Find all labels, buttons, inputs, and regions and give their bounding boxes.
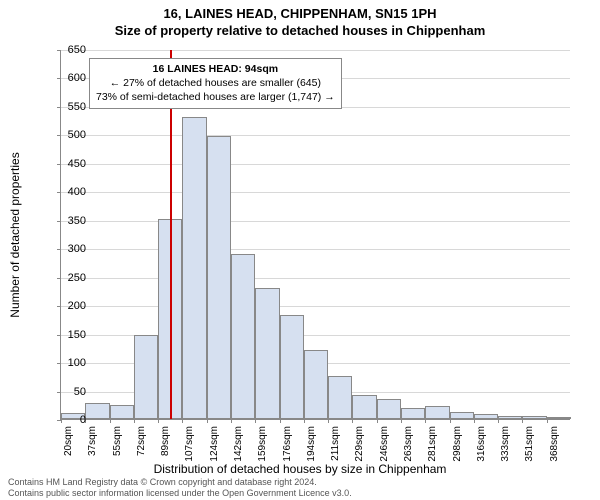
xtick-mark (231, 419, 232, 423)
ytick-label: 200 (56, 300, 86, 312)
xtick-label: 229sqm (354, 426, 365, 462)
xtick-mark (255, 419, 256, 423)
histogram-bar (207, 136, 231, 419)
xtick-label: 351sqm (524, 426, 535, 462)
xtick-label: 194sqm (306, 426, 317, 462)
title-line1: 16, LAINES HEAD, CHIPPENHAM, SN15 1PH (0, 6, 600, 21)
x-axis-label: Distribution of detached houses by size … (0, 462, 600, 476)
xtick-mark (207, 419, 208, 423)
histogram-bar (134, 335, 158, 419)
gridline (61, 221, 570, 222)
ytick-label: 250 (56, 272, 86, 284)
ytick-label: 350 (56, 215, 86, 227)
xtick-label: 176sqm (282, 426, 293, 462)
xtick-label: 142sqm (233, 426, 244, 462)
xtick-label: 55sqm (112, 426, 123, 456)
histogram-bar (547, 417, 571, 419)
histogram-bar (522, 416, 546, 419)
ytick-label: 100 (56, 357, 86, 369)
gridline (61, 164, 570, 165)
histogram-bar (110, 405, 134, 419)
xtick-mark (425, 419, 426, 423)
xtick-mark (280, 419, 281, 423)
title-line2: Size of property relative to detached ho… (0, 23, 600, 38)
ytick-label: 150 (56, 329, 86, 341)
xtick-label: 333sqm (500, 426, 511, 462)
annotation-box: 16 LAINES HEAD: 94sqm← 27% of detached h… (89, 58, 342, 109)
ytick-label: 0 (56, 414, 86, 426)
histogram-bar (280, 315, 304, 419)
xtick-label: 37sqm (87, 426, 98, 456)
xtick-label: 20sqm (63, 426, 74, 456)
xtick-label: 263sqm (403, 426, 414, 462)
xtick-label: 298sqm (452, 426, 463, 462)
xtick-mark (401, 419, 402, 423)
histogram-bar (304, 350, 328, 419)
histogram-bar (328, 376, 352, 419)
annotation-line2: 73% of semi-detached houses are larger (… (96, 90, 335, 104)
histogram-bar (450, 412, 474, 419)
histogram-bar (401, 408, 425, 419)
footer-line2: Contains public sector information licen… (8, 488, 352, 498)
xtick-mark (110, 419, 111, 423)
xtick-mark (498, 419, 499, 423)
ytick-label: 400 (56, 186, 86, 198)
xtick-mark (377, 419, 378, 423)
footer-line1: Contains HM Land Registry data © Crown c… (8, 477, 352, 487)
histogram-bar (85, 403, 109, 419)
chart-title-block: 16, LAINES HEAD, CHIPPENHAM, SN15 1PH Si… (0, 0, 600, 38)
xtick-label: 211sqm (330, 426, 341, 461)
ytick-label: 650 (56, 44, 86, 56)
xtick-label: 281sqm (427, 426, 438, 462)
ytick-label: 300 (56, 243, 86, 255)
xtick-label: 89sqm (160, 426, 171, 456)
histogram-chart: 16 LAINES HEAD: 94sqm← 27% of detached h… (60, 50, 570, 420)
xtick-mark (450, 419, 451, 423)
gridline (61, 50, 570, 51)
xtick-label: 246sqm (379, 426, 390, 462)
gridline (61, 192, 570, 193)
xtick-label: 316sqm (476, 426, 487, 462)
xtick-mark (547, 419, 548, 423)
xtick-label: 72sqm (136, 426, 147, 456)
histogram-bar (352, 395, 376, 419)
xtick-mark (158, 419, 159, 423)
histogram-bar (231, 254, 255, 419)
xtick-label: 368sqm (549, 426, 560, 462)
xtick-mark (134, 419, 135, 423)
annotation-header: 16 LAINES HEAD: 94sqm (96, 62, 335, 76)
attribution-footer: Contains HM Land Registry data © Crown c… (8, 477, 352, 498)
xtick-mark (522, 419, 523, 423)
annotation-line1: ← 27% of detached houses are smaller (64… (96, 76, 335, 90)
xtick-mark (304, 419, 305, 423)
xtick-label: 159sqm (257, 426, 268, 462)
xtick-mark (328, 419, 329, 423)
histogram-bar (498, 416, 522, 419)
histogram-bar (425, 406, 449, 419)
ytick-label: 500 (56, 129, 86, 141)
histogram-bar (474, 414, 498, 419)
histogram-bar (377, 399, 401, 419)
ytick-label: 600 (56, 72, 86, 84)
y-axis-label: Number of detached properties (8, 152, 22, 317)
ytick-label: 450 (56, 158, 86, 170)
xtick-mark (474, 419, 475, 423)
histogram-bar (255, 288, 279, 419)
gridline (61, 249, 570, 250)
xtick-label: 124sqm (209, 426, 220, 462)
xtick-mark (182, 419, 183, 423)
ytick-label: 50 (56, 386, 86, 398)
xtick-label: 107sqm (184, 426, 195, 462)
histogram-bar (182, 117, 206, 419)
gridline (61, 278, 570, 279)
gridline (61, 306, 570, 307)
xtick-mark (352, 419, 353, 423)
ytick-label: 550 (56, 101, 86, 113)
gridline (61, 135, 570, 136)
